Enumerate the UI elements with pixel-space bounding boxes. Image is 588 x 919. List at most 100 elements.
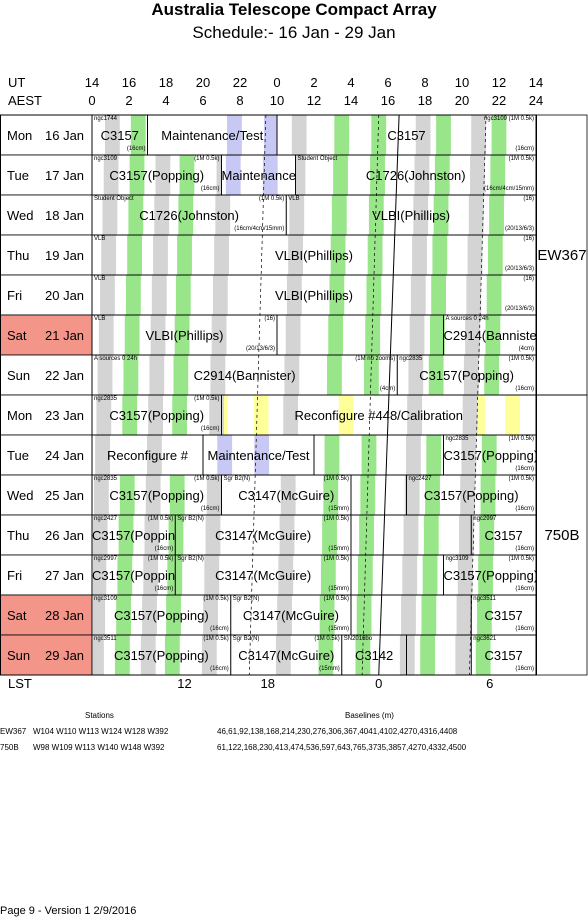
grey-band	[467, 235, 483, 275]
grey-band	[414, 155, 430, 195]
green-band	[370, 155, 385, 195]
green-band	[128, 195, 144, 235]
footer-config-ew367: EW367	[0, 727, 27, 736]
block-band: (16cm)	[515, 546, 534, 552]
aest-tick: 6	[199, 93, 207, 108]
grey-band	[204, 555, 220, 595]
day-name: Wed	[7, 208, 34, 223]
grey-band	[406, 635, 415, 675]
block-source: A sources 0 24h	[445, 316, 489, 322]
block-source: Sgr B2(N)	[177, 556, 204, 562]
green-band	[114, 635, 130, 675]
block-source: Student Object	[297, 156, 338, 162]
block-setup: (1M 0.5k)	[147, 556, 174, 562]
green-band	[423, 515, 439, 555]
green-band	[479, 515, 495, 555]
day-cell	[0, 314, 93, 356]
yellow-band	[505, 395, 521, 435]
grey-band	[101, 235, 117, 275]
grey-band	[154, 195, 170, 235]
lst-tick: 12	[177, 676, 192, 691]
block-band: (16cm)	[154, 586, 174, 592]
day-date: 18 Jan	[45, 208, 85, 223]
page-subtitle: Schedule:- 16 Jan - 29 Jan	[192, 23, 396, 42]
ut-tick: 16	[121, 75, 137, 90]
block-band: (16cm)	[210, 626, 229, 632]
grey-band	[102, 195, 118, 235]
lst-axis-label: LST	[8, 676, 32, 691]
grey-band	[103, 155, 119, 195]
green-band	[323, 475, 339, 515]
grey-band	[278, 555, 294, 595]
green-band	[175, 515, 184, 555]
block-title: C3147(McGuire)	[242, 608, 339, 623]
aest-tick: 14	[343, 93, 359, 108]
ut-tick: 12	[491, 75, 507, 90]
green-band	[324, 435, 340, 475]
footer-baselines-ew367: 46,61,92,138,168,214,230,276,306,367,404…	[217, 727, 458, 736]
block-band: (16cm)	[200, 186, 220, 192]
green-band	[432, 235, 448, 275]
grey-band	[399, 635, 407, 675]
grey-band	[96, 395, 112, 435]
footer-stations-ew367: W104 W110 W113 W124 W128 W392	[33, 727, 169, 736]
green-band	[175, 275, 191, 315]
day-name: Sat	[7, 328, 27, 343]
green-band	[179, 155, 195, 195]
green-band	[125, 275, 141, 315]
block-source: SN2016bo	[343, 636, 373, 642]
green-band	[174, 315, 190, 355]
green-band	[489, 195, 504, 235]
green-band	[124, 315, 140, 355]
block-source: ngc2997	[473, 516, 497, 522]
green-band	[130, 115, 146, 155]
block-title: C3147(McGuire)	[215, 568, 312, 583]
ut-tick: 22	[232, 75, 248, 90]
grey-band	[409, 315, 425, 355]
block-title: C3157(Popping)	[423, 488, 519, 503]
aest-tick: 10	[269, 93, 285, 108]
green-band	[366, 275, 382, 315]
green-band	[319, 595, 335, 635]
aest-tick: 20	[454, 93, 470, 108]
day-name: Fri	[7, 568, 23, 583]
green-band	[367, 235, 383, 275]
grey-band	[284, 355, 300, 395]
block-band: (16cm)	[154, 546, 174, 552]
aest-tick: 0	[88, 93, 96, 108]
block-setup: (1M 0.5k)	[203, 596, 229, 602]
block-band: (15mm)	[328, 626, 349, 632]
block-title: C3157(Popping)	[109, 408, 205, 423]
block-title: C3147(McGuire)	[215, 528, 312, 543]
grey-band	[201, 635, 217, 675]
green-band	[484, 355, 500, 395]
block-band: (16cm)	[515, 466, 534, 472]
grey-band	[285, 315, 301, 355]
green-band	[329, 275, 345, 315]
block-band: (20/13/6/3)	[504, 266, 534, 272]
green-band	[475, 635, 491, 675]
grey-band	[97, 355, 113, 395]
grey-band	[210, 355, 226, 395]
block-title: C3157(Popping)	[443, 448, 537, 463]
grey-band	[92, 595, 106, 635]
grey-band	[211, 315, 227, 355]
day-cell	[0, 274, 93, 316]
day-date: 17 Jan	[45, 168, 85, 183]
day-date: 24 Jan	[45, 448, 85, 463]
green-band	[116, 595, 131, 635]
grey-band	[212, 275, 228, 315]
green-band	[122, 395, 138, 435]
block-title: Maintenance/Test	[221, 168, 296, 183]
day-name: Wed	[7, 488, 34, 503]
block-title: C1726(Johnston)	[365, 168, 466, 183]
aest-tick: 16	[380, 93, 396, 108]
day-date: 21 Jan	[45, 328, 85, 343]
block-source: ngc2835	[445, 436, 469, 442]
block-title: VLBI(Phillips)	[372, 208, 451, 223]
green-band	[127, 235, 142, 275]
grey-band	[280, 475, 296, 515]
green-band	[169, 475, 185, 515]
green-band	[333, 155, 348, 195]
grey-band	[412, 235, 427, 275]
